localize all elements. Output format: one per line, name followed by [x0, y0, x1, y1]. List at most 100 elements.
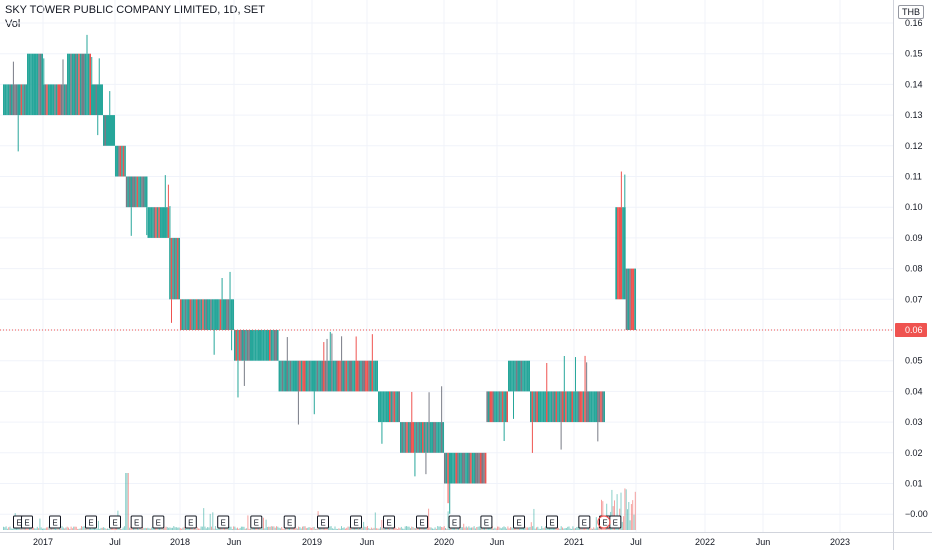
candle — [530, 391, 532, 423]
earnings-marker[interactable] — [350, 515, 362, 529]
volume-bar — [363, 521, 365, 530]
volume-bar — [452, 527, 454, 530]
candle — [434, 422, 437, 453]
y-tick-label: 0.16 — [905, 18, 923, 28]
volume-bar — [448, 528, 450, 530]
earnings-marker[interactable] — [152, 515, 165, 529]
candle — [503, 391, 505, 423]
volume-bar — [598, 526, 600, 530]
volume-bar — [230, 526, 232, 530]
earnings-marker[interactable] — [513, 515, 525, 529]
earnings-marker[interactable] — [109, 515, 121, 529]
earnings-marker-label: E — [602, 519, 607, 528]
earnings-marker[interactable] — [184, 515, 197, 529]
volume-bar — [484, 528, 485, 530]
earnings-marker[interactable] — [283, 515, 296, 529]
volume-bar — [248, 528, 250, 530]
candle — [571, 391, 574, 423]
volume-bar — [173, 526, 175, 530]
volume-bar — [315, 528, 316, 530]
volume-bar — [129, 527, 131, 530]
earnings-marker[interactable] — [130, 515, 143, 529]
earnings-marker[interactable] — [416, 515, 428, 529]
candle — [162, 207, 165, 238]
volume-bar — [265, 519, 267, 530]
volume-bar — [463, 523, 465, 530]
earnings-marker[interactable] — [317, 515, 329, 529]
volume-bar — [162, 528, 164, 530]
earnings-marker[interactable] — [480, 515, 493, 529]
y-tick-label: 0.07 — [905, 294, 923, 304]
candle — [603, 391, 605, 423]
candle — [180, 299, 182, 330]
candle — [440, 422, 443, 453]
candle — [283, 360, 285, 392]
earnings-marker[interactable] — [250, 515, 263, 529]
earnings-marker[interactable] — [578, 515, 591, 529]
volume-bar — [168, 527, 170, 530]
volume-bar — [325, 528, 327, 530]
candle — [208, 299, 211, 330]
candle — [60, 84, 63, 116]
candle — [600, 391, 602, 423]
candle — [463, 452, 466, 484]
volume-bar — [409, 528, 411, 530]
volume-bar — [429, 527, 431, 530]
volume-bar — [408, 526, 410, 530]
volume-bar — [3, 526, 4, 530]
volume-bar — [461, 527, 463, 530]
earnings-marker[interactable] — [49, 515, 61, 529]
volume-bar — [464, 527, 466, 530]
earnings-marker[interactable] — [448, 515, 461, 529]
candle — [116, 145, 119, 177]
candle — [339, 360, 341, 392]
dividend-marker[interactable] — [597, 515, 611, 529]
earnings-marker[interactable] — [21, 515, 33, 529]
earnings-marker[interactable] — [546, 515, 558, 529]
earnings-marker[interactable] — [85, 515, 97, 529]
currency-button[interactable]: THB — [898, 5, 924, 19]
volume-bar — [6, 528, 8, 530]
candle — [542, 391, 545, 423]
volume-bar — [595, 517, 597, 530]
volume-bar — [601, 499, 602, 530]
candle — [376, 360, 378, 392]
candle — [581, 391, 583, 423]
volume-bar — [616, 494, 618, 530]
candle — [323, 360, 325, 392]
y-tick-label: 0.12 — [905, 141, 923, 151]
volume-bar — [357, 528, 359, 530]
candle — [368, 360, 370, 392]
candle — [308, 360, 311, 392]
candle — [598, 391, 601, 423]
candle — [392, 391, 394, 423]
volume-bar — [81, 526, 82, 530]
volume-bar — [526, 527, 528, 530]
earnings-marker-label: E — [254, 519, 259, 528]
candle — [221, 299, 223, 330]
volume-bar — [278, 527, 280, 530]
candle — [313, 360, 316, 392]
volume-bar — [499, 527, 501, 530]
candle — [166, 207, 168, 238]
earnings-marker-label: E — [112, 519, 117, 528]
earnings-marker[interactable] — [383, 515, 395, 529]
candle — [189, 299, 192, 330]
earnings-marker[interactable] — [217, 515, 230, 529]
volume-bar — [94, 528, 95, 530]
candle — [203, 299, 206, 330]
volume-bar — [160, 528, 162, 530]
volume-bar — [341, 526, 342, 530]
candle — [498, 391, 501, 423]
candle — [494, 391, 496, 423]
candle — [592, 391, 594, 423]
candle — [183, 299, 185, 330]
earnings-marker-label: E — [88, 519, 93, 528]
candle — [98, 84, 100, 116]
candle — [267, 330, 270, 361]
volume-bar — [289, 527, 290, 530]
volume-bar — [263, 517, 264, 530]
candle — [31, 53, 34, 116]
candle — [138, 176, 140, 208]
volume-bar — [255, 527, 257, 530]
